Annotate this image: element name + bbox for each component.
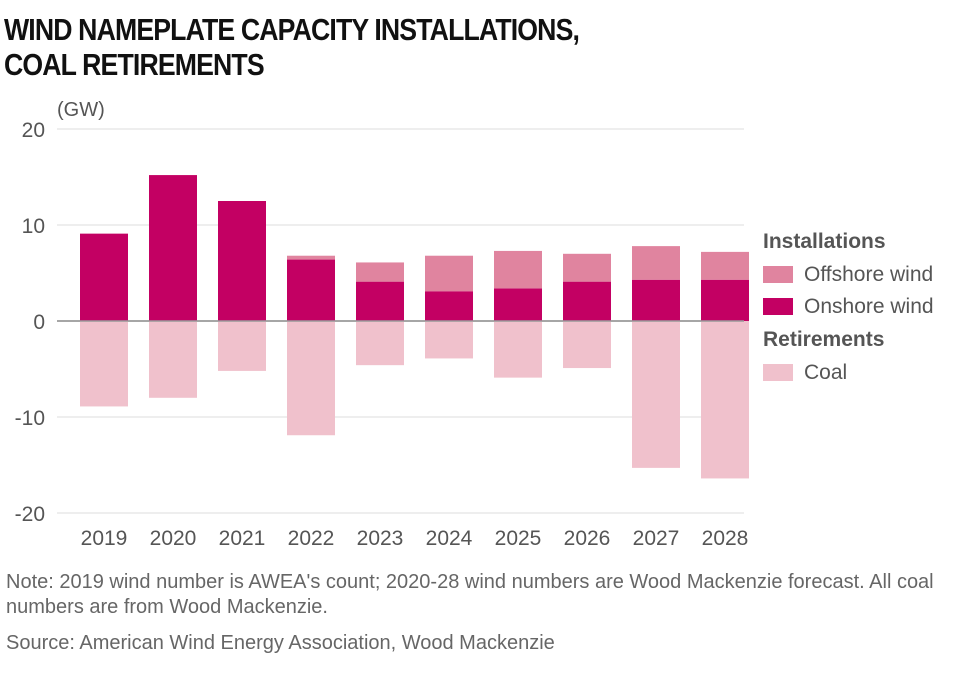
bar-coal-retirements — [356, 321, 404, 366]
bar-onshore-wind — [494, 288, 542, 321]
legend-heading: Retirements — [763, 328, 884, 351]
axis-layer: 20 10 0 -10 -20 (GW) 2019 2020 2021 2022 2023 2024 2… — [15, 99, 749, 550]
legend-label-offshore: Offshore wind — [804, 263, 933, 286]
bar-offshore-wind — [494, 250, 542, 289]
bar-layer — [80, 175, 749, 479]
y-tick-label: -20 — [15, 503, 45, 526]
x-tick-label: 2022 — [288, 527, 335, 550]
note-text: Note: 2019 wind number is AWEA's count; … — [6, 571, 934, 618]
bar-offshore-wind — [701, 251, 749, 280]
chart-title-line-1: WIND NAMEPLATE CAPACITY INSTALLATIONS, — [4, 12, 580, 47]
x-tick-label: 2028 — [702, 527, 749, 550]
legend: Installations Offshore wind Onshore wind Re… — [763, 230, 934, 384]
bar-onshore-wind — [287, 259, 335, 321]
legend-label-onshore: Onshore wind — [804, 295, 934, 318]
legend-swatch-offshore — [763, 266, 793, 283]
bar-coal-retirements — [287, 321, 335, 436]
bar-coal-retirements — [632, 321, 680, 468]
bar-onshore-wind — [149, 175, 197, 321]
bar-coal-retirements — [494, 321, 542, 378]
x-tick-label: 2019 — [81, 527, 128, 550]
bar-coal-retirements — [218, 321, 266, 371]
x-tick-label: 2023 — [357, 527, 404, 550]
chart-title-line-2: COAL RETIREMENTS — [4, 47, 265, 82]
legend-heading: Installations — [763, 230, 886, 253]
legend-swatch-onshore — [763, 298, 793, 315]
x-tick-label: 2026 — [564, 527, 611, 550]
bar-onshore-wind — [563, 281, 611, 321]
bar-offshore-wind — [563, 253, 611, 282]
legend-label-coal: Coal — [804, 361, 847, 384]
bar-offshore-wind — [356, 262, 404, 282]
bar-offshore-wind — [632, 246, 680, 280]
bar-onshore-wind — [356, 281, 404, 321]
source-text: Source: American Wind Energy Association… — [6, 632, 555, 654]
chart-title: WIND NAMEPLATE CAPACITY INSTALLATIONS, C… — [4, 12, 778, 82]
bar-offshore-wind — [287, 255, 335, 260]
y-tick-label: -10 — [15, 407, 45, 430]
bar-onshore-wind — [425, 291, 473, 321]
y-tick-label: 10 — [22, 215, 45, 238]
bar-coal-retirements — [80, 321, 128, 407]
x-tick-label: 2021 — [219, 527, 266, 550]
bar-offshore-wind — [425, 255, 473, 292]
bar-onshore-wind — [632, 279, 680, 321]
bar-coal-retirements — [149, 321, 197, 398]
x-tick-label: 2020 — [150, 527, 197, 550]
bar-coal-retirements — [425, 321, 473, 359]
x-tick-label: 2024 — [426, 527, 473, 550]
y-tick-label: 20 — [22, 119, 45, 142]
x-tick-label: 2025 — [495, 527, 542, 550]
bar-onshore-wind — [218, 201, 266, 321]
bar-onshore-wind — [701, 279, 749, 321]
y-unit-label: (GW) — [57, 99, 105, 121]
bar-onshore-wind — [80, 233, 128, 321]
bar-coal-retirements — [563, 321, 611, 369]
x-tick-label: 2027 — [633, 527, 680, 550]
legend-swatch-coal — [763, 364, 793, 381]
bar-coal-retirements — [701, 321, 749, 479]
y-tick-label: 0 — [33, 311, 45, 334]
